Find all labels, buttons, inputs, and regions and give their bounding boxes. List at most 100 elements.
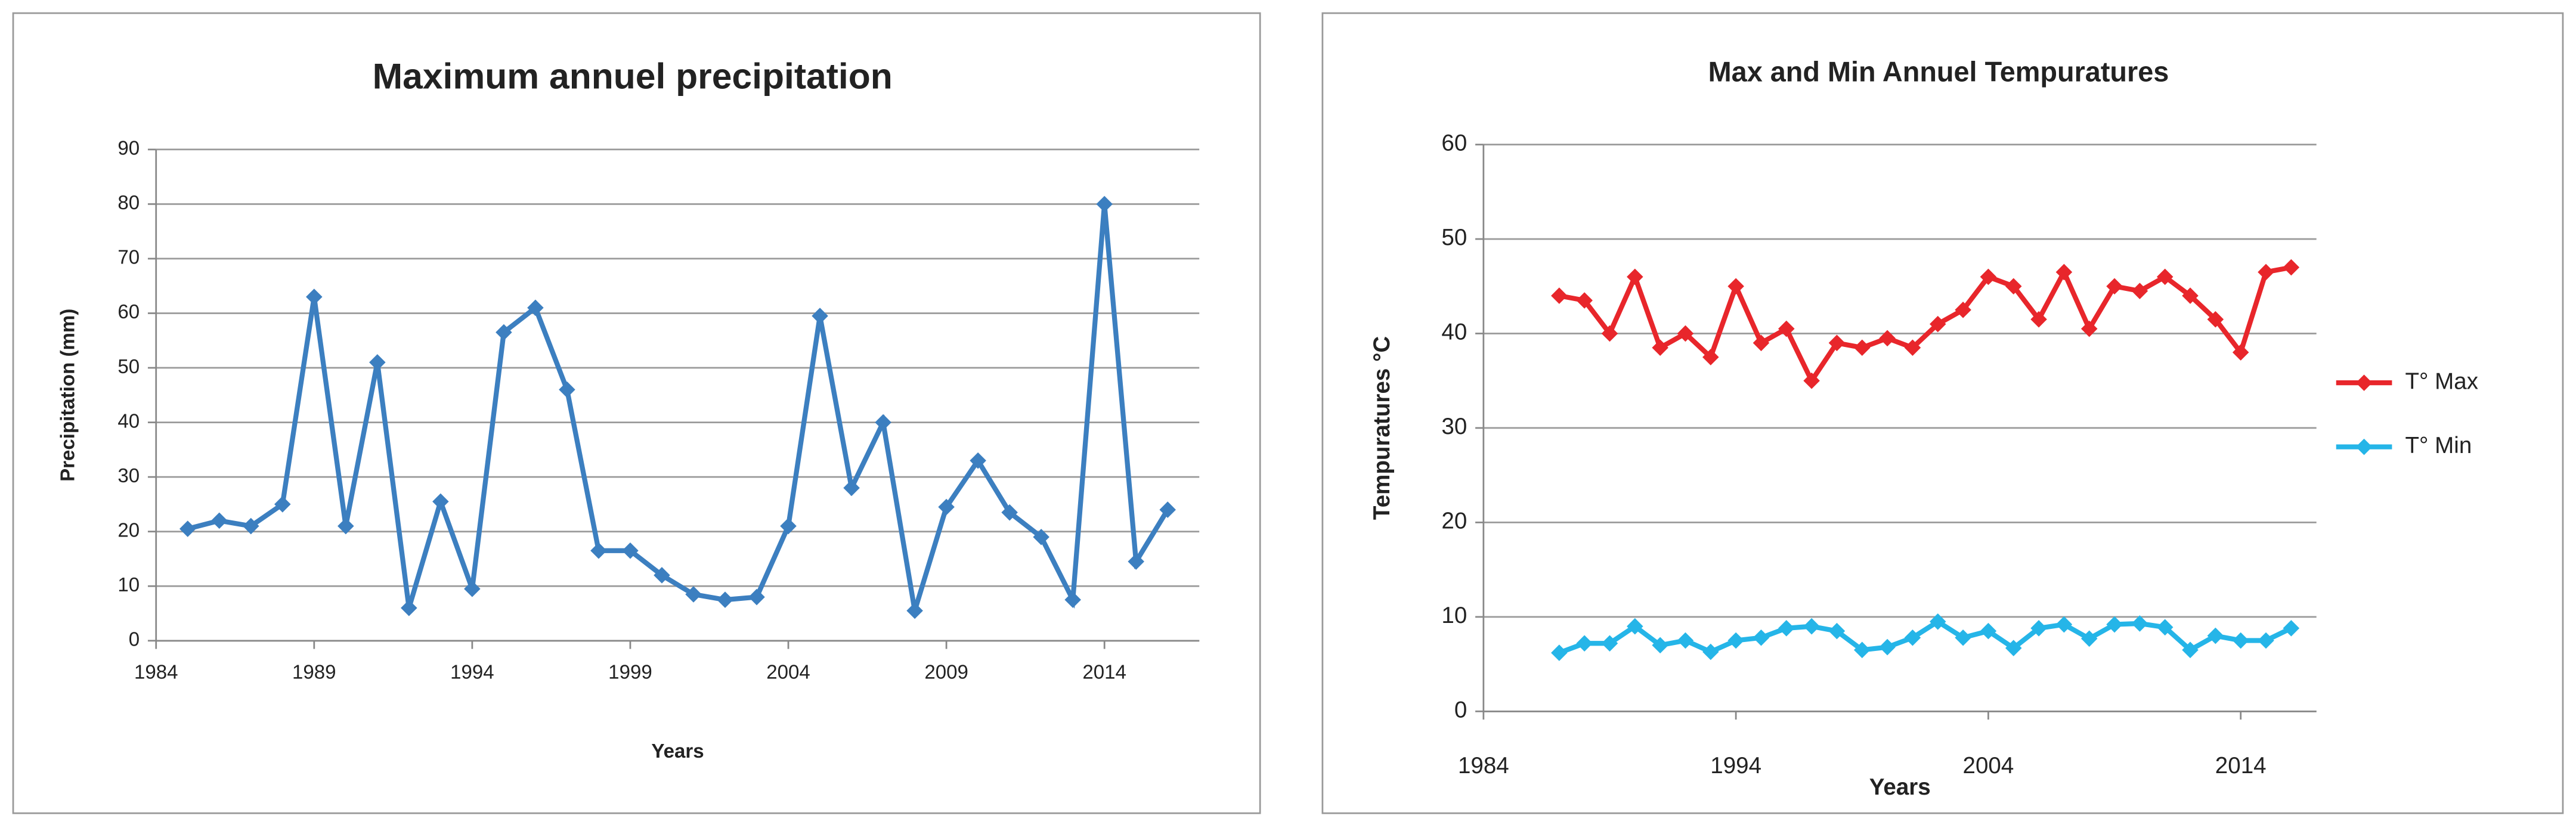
y-tick-label: 40 xyxy=(117,410,140,432)
y-axis-label: Tempuratures °C xyxy=(1369,336,1395,520)
data-point xyxy=(2055,263,2073,281)
data-point xyxy=(179,520,196,537)
x-tick-label: 1994 xyxy=(1710,753,1761,779)
data-point xyxy=(1128,553,1144,570)
data-point xyxy=(590,542,607,559)
data-point xyxy=(970,452,986,469)
data-point xyxy=(432,493,449,510)
data-point xyxy=(2232,632,2249,649)
data-point xyxy=(1652,339,1668,356)
x-axis-label: Years xyxy=(1869,774,1931,800)
x-tick-label: 2014 xyxy=(1082,662,1126,684)
data-point xyxy=(2182,287,2199,304)
data-point xyxy=(875,414,891,431)
data-point xyxy=(2131,283,2148,299)
legend-label: T° Min xyxy=(2405,433,2472,458)
legend-label: T° Max xyxy=(2405,368,2478,394)
data-point xyxy=(1854,339,1871,356)
data-point xyxy=(748,588,765,606)
data-point xyxy=(1929,613,1946,630)
data-point xyxy=(1879,638,1896,656)
data-point xyxy=(1904,629,1921,646)
data-point xyxy=(464,581,481,597)
y-tick-label: 70 xyxy=(117,247,140,269)
panel-frame xyxy=(12,12,1261,814)
y-tick-label: 50 xyxy=(117,356,140,378)
data-point xyxy=(1955,302,1971,318)
y-tick-label: 0 xyxy=(129,629,140,651)
x-tick-label: 2014 xyxy=(2215,753,2267,779)
series-line xyxy=(187,203,1170,612)
x-tick-label: 1994 xyxy=(450,662,494,684)
data-point xyxy=(1753,629,1770,646)
data-point xyxy=(1033,529,1049,545)
data-point xyxy=(1601,635,1618,652)
data-point xyxy=(210,512,228,529)
data-point xyxy=(2283,259,2300,276)
data-point xyxy=(2030,620,2047,637)
data-point xyxy=(2156,268,2174,286)
y-tick-label: 0 xyxy=(1454,697,1467,723)
y-tick-label: 20 xyxy=(1441,508,1467,534)
x-tick-label: 1984 xyxy=(1458,753,1509,779)
x-tick-label: 1984 xyxy=(134,662,178,684)
data-point xyxy=(2232,344,2249,361)
data-point xyxy=(843,479,860,497)
legend-marker xyxy=(2355,374,2373,391)
y-tick-label: 30 xyxy=(117,465,140,487)
data-point xyxy=(938,498,955,516)
data-point xyxy=(1727,278,1744,295)
data-point xyxy=(1576,292,1593,309)
data-point xyxy=(369,354,386,371)
data-point xyxy=(1955,629,1971,646)
data-point xyxy=(401,600,417,616)
y-tick-label: 10 xyxy=(117,574,140,596)
data-point xyxy=(2156,619,2174,636)
data-point xyxy=(1064,591,1081,608)
data-point xyxy=(1803,618,1820,635)
y-axis-label: Precipitation (mm) xyxy=(57,309,79,482)
data-point xyxy=(1576,635,1593,652)
data-point xyxy=(717,591,733,608)
data-point xyxy=(1001,504,1018,521)
data-point xyxy=(338,517,354,535)
data-point xyxy=(1904,339,1921,356)
data-point xyxy=(2005,278,2022,295)
data-point xyxy=(274,496,291,513)
data-point xyxy=(1096,196,1113,213)
data-point xyxy=(2131,615,2148,632)
data-point xyxy=(2182,641,2199,659)
data-point xyxy=(559,381,575,398)
y-tick-label: 20 xyxy=(117,519,140,541)
data-point xyxy=(1601,325,1618,342)
x-tick-label: 2004 xyxy=(1963,753,2014,779)
data-point xyxy=(2207,311,2224,328)
y-tick-label: 40 xyxy=(1441,320,1467,345)
data-point xyxy=(1828,622,1846,640)
data-point xyxy=(2005,640,2022,656)
x-tick-label: 2004 xyxy=(766,662,810,684)
chart-title: Maximum annuel precipitation xyxy=(373,55,893,96)
data-point xyxy=(1753,334,1770,352)
y-tick-label: 50 xyxy=(1441,225,1467,250)
data-point xyxy=(1702,643,1719,660)
data-point xyxy=(306,289,323,305)
data-point xyxy=(496,324,512,341)
data-point xyxy=(685,586,702,603)
x-tick-label: 1989 xyxy=(292,662,336,684)
data-point xyxy=(1702,349,1719,365)
legend-marker xyxy=(2355,438,2373,455)
data-point xyxy=(622,542,639,559)
data-point xyxy=(1803,372,1820,389)
data-point xyxy=(1778,620,1795,637)
data-point xyxy=(2030,311,2047,328)
data-point xyxy=(2055,616,2073,633)
data-point xyxy=(243,517,259,535)
data-point xyxy=(2080,320,2098,337)
data-point xyxy=(1778,320,1795,337)
data-point xyxy=(2258,632,2274,649)
data-point xyxy=(1929,315,1946,333)
y-tick-label: 60 xyxy=(117,301,140,323)
